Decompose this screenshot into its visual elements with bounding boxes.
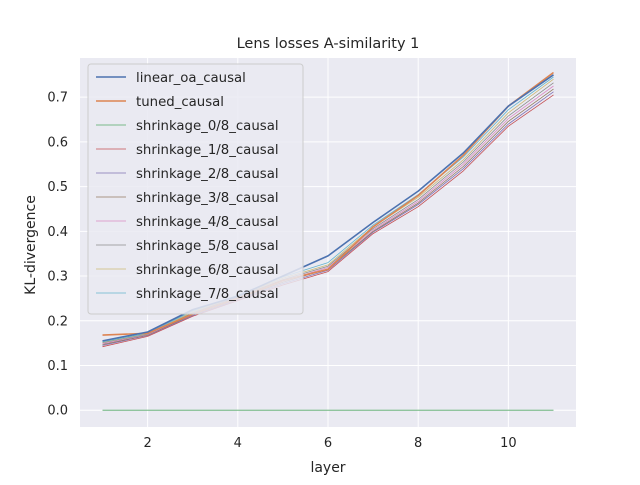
series-lines [102,71,554,411]
y-tick-label: 0.6 [47,135,68,150]
series-line-8 [102,78,554,343]
y-tick-label: 0.0 [47,404,68,419]
legend-label: shrinkage_0/8_causal [136,119,279,134]
y-axis-ticks: 0.0 0.1 0.2 0.3 0.4 0.5 0.6 0.7 [47,91,68,419]
series-line-3 [102,94,554,348]
x-tick-label: 2 [143,436,151,451]
x-tick-label: 6 [324,436,332,451]
legend-label: shrinkage_4/8_causal [136,215,279,230]
legend-label: linear_oa_causal [136,71,246,86]
legend: linear_oa_causal tuned_causal shrinkage_0/… [87,63,304,315]
legend-label: shrinkage_7/8_causal [136,287,279,302]
y-tick-label: 0.2 [47,314,68,329]
series-line-0 [102,74,554,342]
series-line-1 [102,71,554,336]
y-tick-label: 0.1 [47,359,68,374]
legend-label: shrinkage_1/8_causal [136,143,279,158]
x-axis-ticks: 2 4 6 8 10 [143,436,516,451]
legend-box [87,63,304,315]
x-tick-label: 4 [234,436,242,451]
legend-label: shrinkage_3/8_causal [136,191,279,206]
legend-label: shrinkage_2/8_causal [136,167,279,182]
legend-label: tuned_causal [136,95,224,110]
y-tick-label: 0.4 [47,225,68,240]
series-line-4 [102,91,554,346]
y-tick-label: 0.3 [47,270,68,285]
x-tick-label: 8 [414,436,422,451]
chart-title: Lens losses A-similarity 1 [237,36,420,52]
x-tick-label: 10 [500,436,517,451]
y-axis-label: KL-divergence [23,195,39,295]
y-tick-label: 0.7 [47,91,68,106]
legend-label: shrinkage_6/8_causal [136,263,279,278]
series-line-9 [102,76,554,343]
x-axis-label: layer [310,460,345,476]
y-tick-label: 0.5 [47,180,68,195]
legend-label: shrinkage_5/8_causal [136,239,279,254]
